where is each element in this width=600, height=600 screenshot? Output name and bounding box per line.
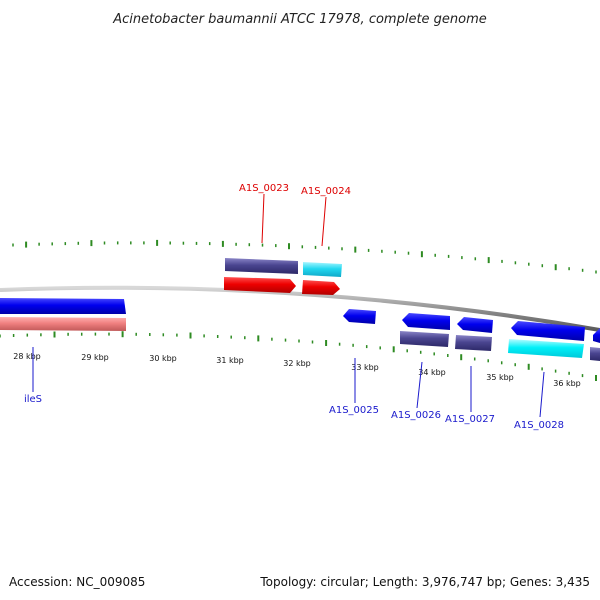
gene-feature-a1s-0026[interactable] <box>402 313 450 330</box>
label-leader-a1s-0023 <box>261 193 265 244</box>
tick-label: 32 kbp <box>283 359 311 368</box>
tick-label: 36 kbp <box>553 379 581 388</box>
gene-label-a1s-0028[interactable]: A1S_0028 <box>514 420 564 431</box>
gene-feature-edge-blue[interactable] <box>593 328 600 343</box>
gene-feature-a1s-0025[interactable] <box>343 309 376 324</box>
gene-feature-ileS[interactable] <box>0 298 126 314</box>
tick-label: 33 kbp <box>351 363 379 372</box>
gene-label-a1s-0023[interactable]: A1S_0023 <box>239 183 289 194</box>
gene-feature-ileS-pink[interactable] <box>0 317 126 331</box>
gene-feature-a1s-0027[interactable] <box>457 317 493 333</box>
gene-feature-a1s-0028-cyan[interactable] <box>508 339 584 358</box>
tick-label: 29 kbp <box>81 353 109 362</box>
label-leader-a1s-0024 <box>321 196 327 247</box>
tick-label: 30 kbp <box>149 354 177 363</box>
gene-feature-a1s-0027-slate[interactable] <box>455 335 492 351</box>
gene-feature-a1s-0026-slate[interactable] <box>400 331 449 347</box>
tick-label: 28 kbp <box>13 352 41 361</box>
inner-tick-track <box>0 331 597 381</box>
gene-feature-a1s-0023[interactable] <box>224 277 296 293</box>
gene-feature-edge-slate[interactable] <box>590 347 600 361</box>
gene-label-a1s-0025[interactable]: A1S_0025 <box>329 405 379 416</box>
label-leader-a1s-0026 <box>416 361 423 409</box>
gene-label-ileS[interactable]: ileS <box>24 394 42 405</box>
map-title: Acinetobacter baumannii ATCC 17978, comp… <box>112 12 487 27</box>
gene-label-a1s-0026[interactable]: A1S_0026 <box>391 410 441 421</box>
gene-feature-a1s-0024-cyan[interactable] <box>303 262 342 277</box>
accession-text: Accession: NC_009085 <box>9 575 145 589</box>
gene-label-a1s-0027[interactable]: A1S_0027 <box>445 414 495 425</box>
gene-label-a1s-0024[interactable]: A1S_0024 <box>301 186 351 197</box>
gene-feature-a1s-0023-slate[interactable] <box>225 258 298 274</box>
genome-backbone <box>0 285 600 332</box>
gene-feature-a1s-0024[interactable] <box>302 280 340 295</box>
label-leader-a1s-0028 <box>539 371 545 418</box>
position-axis: 28 kbp 29 kbp 30 kbp 31 kbp 32 kbp 33 kb… <box>13 352 581 388</box>
tick-label: 31 kbp <box>216 356 244 365</box>
tick-label: 35 kbp <box>486 373 514 382</box>
gene-feature-a1s-0028[interactable] <box>511 321 585 341</box>
genome-summary-text: Topology: circular; Length: 3,976,747 bp… <box>259 575 590 589</box>
tick-label: 34 kbp <box>418 368 446 377</box>
outer-tick-track <box>12 239 597 274</box>
